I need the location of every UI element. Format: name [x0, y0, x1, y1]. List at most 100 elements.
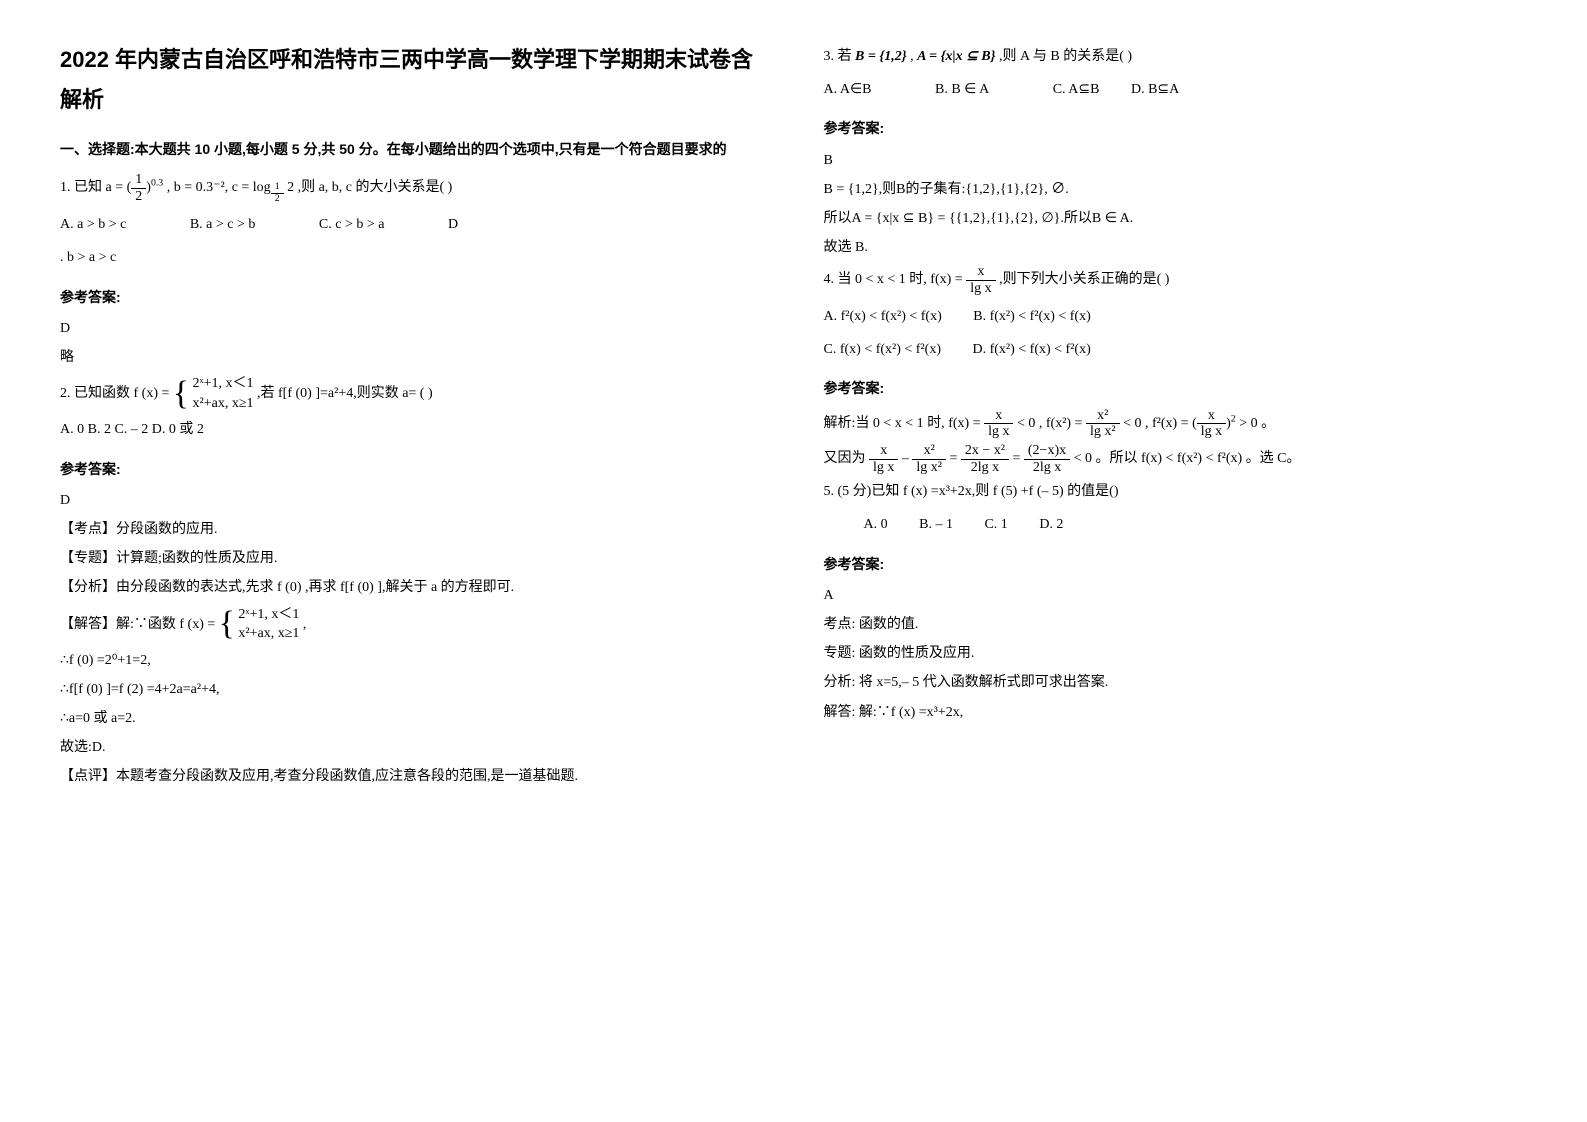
q1-a-den: 2 [131, 189, 146, 204]
q1-stem-suffix: ,则 a, b, c 的大小关系是( ) [298, 180, 453, 195]
q3-opt-c: C. A⊆B [1053, 77, 1100, 102]
q4-fx-lhs: f(x) = [930, 272, 962, 287]
q2-piece-2: x²+ax, x≥1 [193, 394, 254, 414]
q2-jd-suffix: , [303, 616, 307, 631]
q4-l2-t2: x² lg x² [912, 443, 946, 475]
q4-t3-num: 2x − x² [961, 443, 1009, 459]
q1-opt-c: C. c > b > a [319, 212, 385, 237]
q4-l2-ineq: f(x) < f(x²) < f²(x) [1141, 452, 1242, 467]
section1-heading: 一、选择题:本大题共 10 小题,每小题 5 分,共 50 分。在每小题给出的四… [60, 137, 764, 162]
q1-ans: D [60, 316, 764, 341]
q4-l2-t1: x lg x [869, 443, 898, 475]
q1-a-frac: 1 2 [131, 172, 146, 204]
q5-fx: 分析: 将 x=5,– 5 代入函数解析式即可求出答案. [824, 670, 1528, 695]
q4-t1-num: x [869, 443, 898, 459]
q3-set-b: B = {1,2} [855, 49, 907, 64]
q5-ans-label: 参考答案: [824, 552, 1528, 577]
question-5: 5. (5 分)已知 f (x) =x³+2x,则 f (5) +f (– 5)… [824, 479, 1528, 725]
q4-opt-b: B. f(x²) < f²(x) < f(x) [973, 304, 1090, 329]
brace-icon: { [173, 379, 189, 409]
q4-jx-mid: 时, [927, 416, 945, 431]
q4-e2-frac: x² lg x² [1086, 408, 1120, 440]
q4-e3-lhs: f²(x) = [1152, 416, 1189, 431]
q2-l2: ∴f[f (0) ]=f (2) =4+2a=a²+4, [60, 677, 764, 702]
q1-c-base-den: 2 [271, 194, 284, 205]
q4-l2-t3: 2x − x² 2lg x [961, 443, 1009, 475]
q3-opt-d: D. B⊆A [1131, 77, 1179, 102]
q3-stem-suffix: ,则 A 与 B 的关系是( ) [999, 49, 1132, 64]
q3-opt-b: B. B ∈ A [935, 77, 989, 102]
q2-ans: D [60, 488, 764, 513]
q4-minus: – [902, 452, 913, 467]
q4-t4-num: (2−x)x [1024, 443, 1070, 459]
q4-fx-den: lg x [966, 281, 995, 296]
q5-jd: 解答: 解:∵f (x) =x³+2x, [824, 700, 1528, 725]
q4-e2-lhs: f(x²) = [1046, 416, 1083, 431]
q3-s3: 故选 B. [824, 235, 1528, 260]
q5-ans: A [824, 583, 1528, 608]
q4-e1-frac: x lg x [984, 408, 1013, 440]
left-column: 2022 年内蒙古自治区呼和浩特市三两中学高一数学理下学期期末试卷含解析 一、选… [60, 40, 764, 794]
q2-jd-prefix: 【解答】解:∵函数 f (x) = [60, 616, 215, 631]
q3-stem-prefix: 3. 若 [824, 49, 852, 64]
q4-e2-num: x² [1086, 408, 1120, 424]
q3-ans: B [824, 148, 1528, 173]
q4-t2-den: lg x² [912, 460, 946, 475]
q1-opt-d: . b > a > c [60, 250, 116, 265]
q4-opt-c: C. f(x) < f(x²) < f²(x) [824, 337, 941, 362]
q1-a-num: 1 [131, 172, 146, 188]
q2-jd-pieces: 2ˣ+1, x＜1 x²+ax, x≥1 [238, 605, 299, 644]
q1-a-lhs: a = [106, 180, 127, 195]
q4-e3-frac: x lg x [1197, 408, 1226, 440]
q4-stem-prefix: 4. 当 [824, 272, 852, 287]
q2-l1: ∴f (0) =2⁰+1=2, [60, 648, 764, 673]
q2-l3: ∴a=0 或 a=2. [60, 706, 764, 731]
q5-opt-a: A. 0 [864, 512, 888, 537]
q4-e2-rel: < 0 [1123, 416, 1141, 431]
q4-stem-suffix: ,则下列大小关系正确的是( ) [999, 272, 1169, 287]
q2-fx: 【分析】由分段函数的表达式,先求 f (0) ,再求 f[f (0) ],解关于… [60, 575, 764, 600]
q4-eq2: = [1012, 452, 1023, 467]
brace-icon: { [219, 609, 235, 639]
q4-e3-rel: > 0 [1239, 416, 1257, 431]
q2-options: A. 0 B. 2 C. – 2 D. 0 或 2 [60, 417, 764, 442]
question-2: 2. 已知函数 f (x) = { 2ˣ+1, x＜1 x²+ax, x≥1 ,… [60, 374, 764, 789]
q2-pieces: 2ˣ+1, x＜1 x²+ax, x≥1 [193, 374, 254, 413]
q1-ans-note: 略 [60, 345, 764, 370]
q4-t2-num: x² [912, 443, 946, 459]
q1-ans-label: 参考答案: [60, 285, 764, 310]
q4-l2-suf1: 。所以 [1096, 452, 1142, 467]
doc-title: 2022 年内蒙古自治区呼和浩特市三两中学高一数学理下学期期末试卷含解析 [60, 40, 764, 119]
q2-stem-suffix: ,若 f[f (0) ]=a²+4,则实数 a= ( ) [257, 386, 433, 401]
q5-opt-b: B. – 1 [919, 512, 953, 537]
q4-mid: 时, [909, 272, 927, 287]
q4-jx-cond: 0 < x < 1 [873, 416, 924, 431]
q2-ans-label: 参考答案: [60, 457, 764, 482]
question-3: 3. 若 B = {1,2} , A = {x|x ⊆ B} ,则 A 与 B … [824, 44, 1528, 260]
q4-opt-d: D. f(x²) < f(x) < f²(x) [972, 337, 1090, 362]
right-column: 3. 若 B = {1,2} , A = {x|x ⊆ B} ,则 A 与 B … [824, 40, 1528, 794]
q4-l2-rel: < 0 [1074, 452, 1092, 467]
q4-cond: 0 < x < 1 [855, 272, 906, 287]
q4-e3-num: x [1197, 408, 1226, 424]
q2-jd-piece-2: x²+ax, x≥1 [238, 624, 299, 644]
q2-zt: 【专题】计算题;函数的性质及应用. [60, 546, 764, 571]
q1-opt-a: A. a > b > c [60, 212, 126, 237]
q3-s1: B = {1,2},则B的子集有:{1,2},{1},{2}, ∅. [824, 177, 1528, 202]
q1-opt-d-marker: D [448, 212, 458, 237]
q4-l2-suf2: 。选 C。 [1246, 452, 1301, 467]
q5-zt: 专题: 函数的性质及应用. [824, 641, 1528, 666]
q4-opt-a: A. f²(x) < f(x²) < f(x) [824, 304, 942, 329]
q4-eq1: = [949, 452, 960, 467]
q2-piece-1: 2ˣ+1, x＜1 [193, 374, 254, 394]
q1-c-arg: 2 [284, 180, 295, 195]
q4-t3-den: 2lg x [961, 460, 1009, 475]
q4-fx-frac: x lg x [966, 264, 995, 296]
q4-e3-den: lg x [1197, 424, 1226, 439]
q4-e2-den: lg x² [1086, 424, 1120, 439]
q2-dp: 【点评】本题考查分段函数及应用,考查分段函数值,应注意各段的范围,是一道基础题. [60, 764, 764, 789]
q3-ans-label: 参考答案: [824, 116, 1528, 141]
q3-opt-a: A. A∈B [824, 77, 872, 102]
q4-e1-num: x [984, 408, 1013, 424]
q1-b-expr: , b = 0.3⁻², [167, 180, 232, 195]
